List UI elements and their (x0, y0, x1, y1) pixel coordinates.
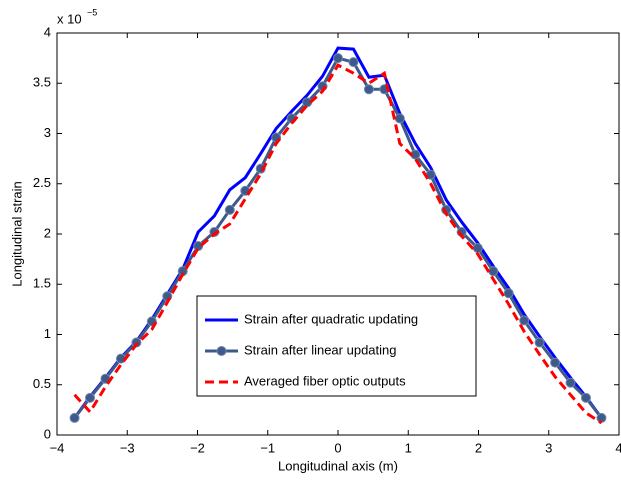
y-multiplier: x 10 (57, 11, 82, 26)
series-marker (550, 357, 561, 368)
x-tick-label: −2 (190, 440, 205, 455)
x-tick-label: −1 (260, 440, 275, 455)
series-marker (333, 53, 343, 64)
y-tick-label: 1.5 (33, 276, 51, 291)
x-axis-label: Longitudinal axis (m) (278, 458, 398, 473)
series-marker (224, 204, 235, 215)
series-marker (534, 337, 545, 348)
series-marker (596, 412, 607, 423)
y-axis-label: Longitudinal strain (9, 181, 24, 287)
x-tick-label: 0 (334, 440, 341, 455)
legend-label: Averaged fiber optic outputs (244, 373, 406, 388)
y-tick-label: 3 (44, 125, 51, 140)
series-marker (363, 84, 374, 95)
y-tick-label: 2.5 (33, 175, 51, 190)
series-marker (348, 57, 359, 68)
series-marker (519, 315, 530, 326)
y-tick-label: 0 (44, 426, 51, 441)
series-line (73, 63, 603, 425)
x-tick-label: −4 (50, 440, 65, 455)
series-marker (394, 113, 405, 124)
y-multiplier-exponent: −5 (87, 7, 97, 17)
x-tick-label: −3 (120, 440, 135, 455)
legend-label: Strain after linear updating (244, 342, 396, 357)
x-tick-label: 1 (405, 440, 412, 455)
y-tick-label: 1 (44, 326, 51, 341)
series-marker (503, 288, 514, 299)
series-marker (69, 412, 80, 423)
x-tick-label: 2 (475, 440, 482, 455)
x-tick-label: 3 (545, 440, 552, 455)
y-tick-label: 0.5 (33, 376, 51, 391)
series-marker (85, 392, 96, 403)
series-marker (565, 377, 576, 388)
series-marker (488, 266, 499, 277)
y-tick-label: 4 (44, 24, 51, 39)
legend-label: Strain after quadratic updating (244, 311, 418, 326)
y-tick-label: 3.5 (33, 75, 51, 90)
legend-box (196, 295, 477, 397)
legend-marker (216, 346, 227, 356)
x-tick-label: 4 (615, 440, 621, 455)
series-marker (580, 392, 591, 403)
series-marker (193, 241, 204, 252)
series-marker (472, 243, 483, 254)
y-tick-label: 2 (44, 225, 51, 240)
legend: Strain after quadratic updating Strain af… (196, 295, 477, 397)
